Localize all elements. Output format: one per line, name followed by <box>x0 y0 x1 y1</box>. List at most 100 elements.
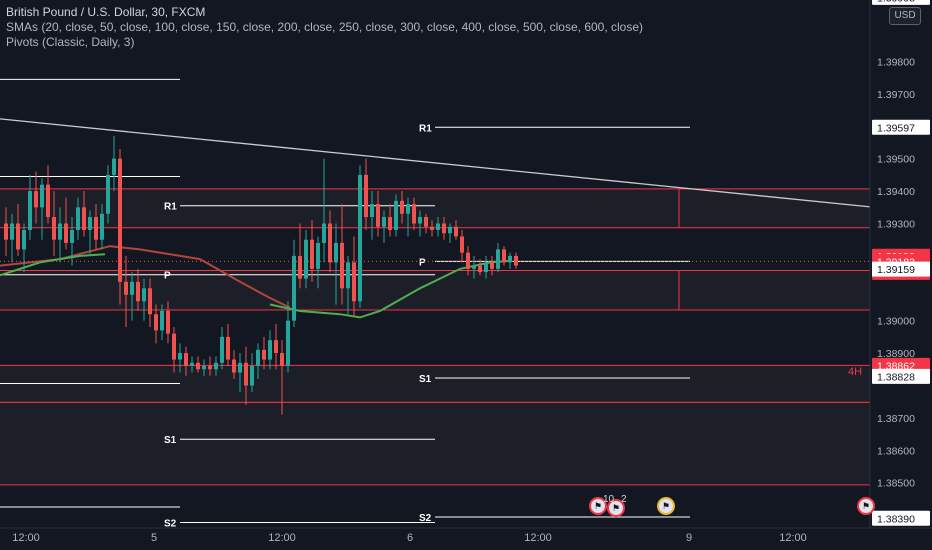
candle-body[interactable] <box>406 204 410 214</box>
candle-body[interactable] <box>448 226 452 234</box>
candle-body[interactable] <box>64 223 68 243</box>
candle-body[interactable] <box>298 255 302 279</box>
candle-body[interactable] <box>502 249 506 263</box>
trendline[interactable] <box>0 118 932 214</box>
candle-body[interactable] <box>280 353 284 367</box>
candle-body[interactable] <box>370 204 374 218</box>
candle-body[interactable] <box>244 362 248 386</box>
candle-body[interactable] <box>184 353 188 367</box>
candle-body[interactable] <box>466 252 470 269</box>
candle-body[interactable] <box>508 255 512 263</box>
candle-body[interactable] <box>286 320 290 367</box>
candle-body[interactable] <box>22 229 26 250</box>
candle-body[interactable] <box>232 359 236 373</box>
time-tick-label: 12:00 <box>779 532 807 544</box>
candle-body[interactable] <box>4 223 8 240</box>
candle-body[interactable] <box>250 366 254 386</box>
candle-body[interactable] <box>292 255 296 321</box>
candle-body[interactable] <box>160 310 164 331</box>
candle-body[interactable] <box>148 288 152 315</box>
candle-body[interactable] <box>70 229 74 243</box>
candle-body[interactable] <box>52 217 56 240</box>
candle-body[interactable] <box>136 281 140 302</box>
candle-body[interactable] <box>76 207 80 230</box>
candle-body[interactable] <box>106 174 110 214</box>
time-axis[interactable]: 12:00 5 12:00 6 12:00 9 12:00 <box>0 527 932 550</box>
candle-body[interactable] <box>394 200 398 230</box>
candle-body[interactable] <box>226 336 230 360</box>
candle-body[interactable] <box>418 217 422 224</box>
candle-body[interactable] <box>178 353 182 360</box>
candle-body[interactable] <box>16 223 20 250</box>
candle-body[interactable] <box>40 184 44 208</box>
candle-body[interactable] <box>130 281 134 295</box>
candle-body[interactable] <box>454 226 458 237</box>
candle-body[interactable] <box>430 226 434 230</box>
us-flag-event-icon[interactable]: ⚑ <box>589 497 607 515</box>
candle-body[interactable] <box>88 217 92 230</box>
candle-body[interactable] <box>262 349 266 360</box>
candle-body[interactable] <box>274 340 278 354</box>
candle-body[interactable] <box>208 366 212 370</box>
candle-body[interactable] <box>154 314 158 331</box>
candle-body[interactable] <box>316 242 320 269</box>
candle-body[interactable] <box>46 184 50 218</box>
candle-body[interactable] <box>358 174 362 302</box>
trendline-line[interactable] <box>0 118 932 214</box>
candle-body[interactable] <box>10 223 14 240</box>
candle-body[interactable] <box>304 239 308 279</box>
candle-body[interactable] <box>484 262 488 273</box>
candle-body[interactable] <box>376 204 380 227</box>
candle-body[interactable] <box>442 223 446 234</box>
candle-body[interactable] <box>340 242 344 289</box>
candle-body[interactable] <box>268 340 272 360</box>
price-axis[interactable]: 1.39800 1.39700 1.39500 1.39400 1.39300 1.390… <box>869 0 932 528</box>
candle-body[interactable] <box>94 217 98 240</box>
candle-body[interactable] <box>322 223 326 243</box>
price-tick-label: 1.38700 <box>877 413 915 425</box>
candle-body[interactable] <box>142 288 146 302</box>
pivot-label: R1 <box>419 123 432 134</box>
candle-body[interactable] <box>346 262 350 289</box>
candle-body[interactable] <box>124 281 128 295</box>
candle-body[interactable] <box>436 223 440 230</box>
price-tick-label: 1.38900 <box>877 348 915 360</box>
candle-body[interactable] <box>166 310 170 334</box>
candle-body[interactable] <box>196 362 200 370</box>
us-flag-event-icon[interactable]: ⚑ <box>857 497 875 515</box>
candle-body[interactable] <box>460 236 464 253</box>
candle-body[interactable] <box>238 362 242 373</box>
candle-body[interactable] <box>220 336 224 363</box>
candle-body[interactable] <box>472 265 476 269</box>
candle-body[interactable] <box>118 158 122 282</box>
candle-body[interactable] <box>400 200 404 214</box>
candle-body[interactable] <box>190 362 194 367</box>
candle-body[interactable] <box>382 217 386 227</box>
candle-body[interactable] <box>256 349 260 367</box>
candle-body[interactable] <box>214 362 218 370</box>
candle-body[interactable] <box>328 223 332 263</box>
us-flag-event-icon[interactable]: ⚑ <box>657 497 675 515</box>
candle-body[interactable] <box>202 366 206 370</box>
candle-body[interactable] <box>334 242 338 263</box>
candle-body[interactable] <box>172 333 176 360</box>
candle-body[interactable] <box>496 249 500 269</box>
candle-body[interactable] <box>478 265 482 273</box>
candle-body[interactable] <box>352 262 356 302</box>
uk-flag-event-icon[interactable]: ⚑ <box>607 499 625 517</box>
candle-body[interactable] <box>58 223 62 240</box>
candle-body[interactable] <box>412 204 416 224</box>
candle-body[interactable] <box>82 207 86 230</box>
candle-body[interactable] <box>364 174 368 218</box>
candle-body[interactable] <box>424 217 428 227</box>
candle-body[interactable] <box>112 158 116 175</box>
candle-body[interactable] <box>310 239 314 269</box>
candle-body[interactable] <box>34 191 38 208</box>
currency-badge[interactable]: USD <box>889 7 921 25</box>
candle-body[interactable] <box>100 213 104 240</box>
candle-body[interactable] <box>388 217 392 230</box>
candle-body[interactable] <box>490 262 494 269</box>
candle-body[interactable] <box>28 191 32 230</box>
candle-body[interactable] <box>514 255 518 266</box>
